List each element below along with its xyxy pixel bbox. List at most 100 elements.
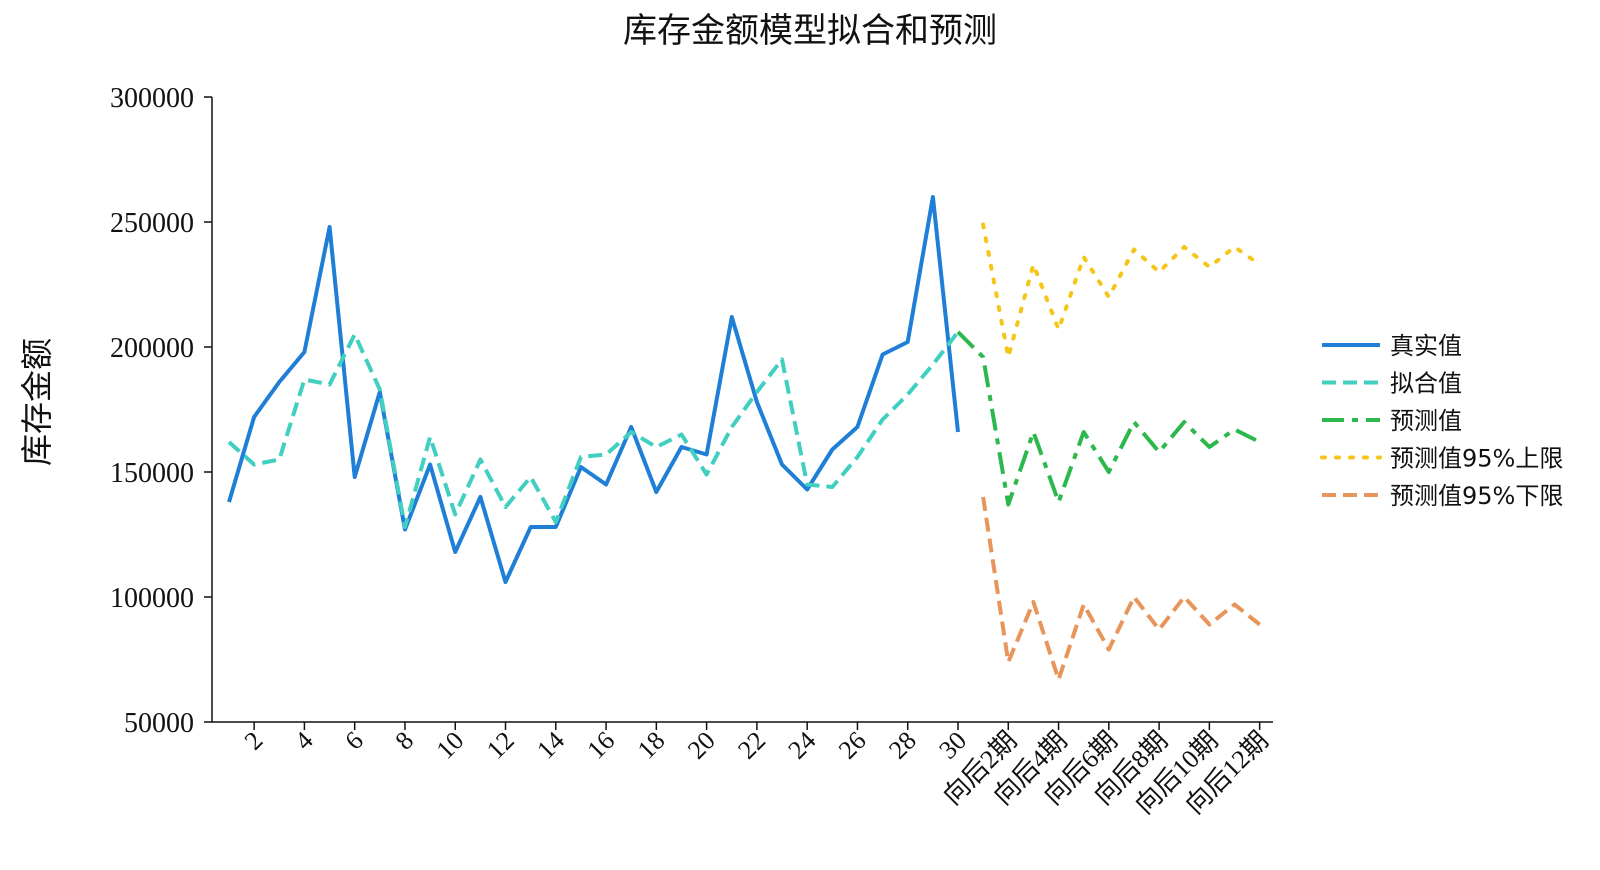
data-point — [428, 435, 432, 439]
data-point — [328, 225, 332, 229]
data-point — [805, 488, 809, 492]
data-point — [1006, 503, 1010, 507]
data-point — [227, 440, 231, 444]
y-tick-label: 300000 — [110, 83, 194, 114]
data-point — [579, 455, 583, 459]
x-tick-label: 28 — [883, 726, 922, 765]
x-tick-label: 12 — [481, 726, 520, 765]
data-point — [1082, 255, 1086, 259]
x-tick-label: 26 — [833, 726, 872, 765]
data-point — [353, 333, 357, 337]
x-tick-label: 8 — [390, 726, 420, 756]
data-point — [428, 463, 432, 467]
data-point — [529, 475, 533, 479]
y-tick-label: 100000 — [110, 583, 194, 614]
data-point — [881, 353, 885, 357]
data-point — [830, 485, 834, 489]
y-tick-label: 50000 — [124, 708, 194, 739]
x-tick-label: 6 — [339, 726, 369, 756]
x-tick-label: 4 — [289, 726, 319, 756]
data-point — [1258, 623, 1262, 627]
x-tick-label: 16 — [581, 726, 620, 765]
data-point — [1258, 440, 1262, 444]
x-ticks: 2 4 6 8 10 12 14 16 18 20 22 24 26 28 30向后2期向后4期向后6期向后… — [239, 722, 1274, 820]
data-point — [403, 525, 407, 529]
data-point — [1057, 500, 1061, 504]
y-axis-label: 库存金额 — [18, 338, 56, 466]
data-point — [1057, 678, 1061, 682]
data-point — [478, 458, 482, 462]
data-point — [227, 500, 231, 504]
data-point — [780, 358, 784, 362]
data-point — [1207, 623, 1211, 627]
chart-title: 库存金额模型拟合和预测 — [623, 11, 997, 51]
series-1 — [227, 330, 960, 529]
data-point — [981, 223, 985, 227]
data-point — [654, 490, 658, 494]
data-point — [981, 355, 985, 359]
data-point — [1006, 355, 1010, 359]
series-2 — [956, 330, 1262, 507]
series-lines — [227, 195, 1262, 682]
data-point — [679, 433, 683, 437]
data-point — [906, 340, 910, 344]
data-point — [1107, 470, 1111, 474]
data-point — [1082, 430, 1086, 434]
data-point — [604, 483, 608, 487]
data-point — [1182, 595, 1186, 599]
data-point — [504, 505, 508, 509]
legend-label: 预测值95%下限 — [1390, 482, 1563, 510]
data-point — [1082, 603, 1086, 607]
series-line — [227, 195, 960, 584]
data-point — [730, 425, 734, 429]
data-point — [1157, 628, 1161, 632]
data-point — [1157, 450, 1161, 454]
x-tick-label: 10 — [431, 726, 470, 765]
y-tick-label: 200000 — [110, 333, 194, 364]
x-tick-label: 2 — [239, 726, 269, 756]
series-line — [981, 222, 1262, 359]
data-point — [629, 425, 633, 429]
data-point — [705, 473, 709, 477]
data-point — [252, 463, 256, 467]
data-point — [855, 455, 859, 459]
data-point — [805, 483, 809, 487]
data-point — [1031, 430, 1035, 434]
data-point — [554, 520, 558, 524]
data-point — [1132, 595, 1136, 599]
data-point — [1207, 265, 1211, 269]
data-point — [302, 350, 306, 354]
data-point — [830, 448, 834, 452]
data-point — [981, 495, 985, 499]
data-point — [1157, 270, 1161, 274]
series-4 — [981, 495, 1262, 682]
data-point — [1233, 428, 1237, 432]
data-point — [277, 458, 281, 462]
data-point — [604, 453, 608, 457]
data-point — [1057, 328, 1061, 332]
data-point — [881, 418, 885, 422]
y-ticks: 300000 250000 200000 150000 100000 50000 — [110, 83, 212, 739]
data-point — [1132, 248, 1136, 252]
legend-label: 预测值 — [1390, 407, 1462, 435]
data-point — [1031, 263, 1035, 267]
data-point — [1107, 295, 1111, 299]
data-point — [855, 425, 859, 429]
data-point — [956, 330, 960, 334]
data-point — [504, 580, 508, 584]
data-point — [302, 378, 306, 382]
legend-label: 真实值 — [1390, 332, 1462, 360]
data-point — [629, 430, 633, 434]
series-line — [956, 330, 1261, 507]
series-0 — [227, 195, 960, 584]
y-tick-label: 150000 — [110, 458, 194, 489]
data-point — [1182, 420, 1186, 424]
series-line — [981, 496, 1261, 682]
x-tick-label: 18 — [632, 726, 671, 765]
data-point — [1107, 648, 1111, 652]
data-point — [1233, 603, 1237, 607]
data-point — [931, 363, 935, 367]
data-point — [554, 525, 558, 529]
